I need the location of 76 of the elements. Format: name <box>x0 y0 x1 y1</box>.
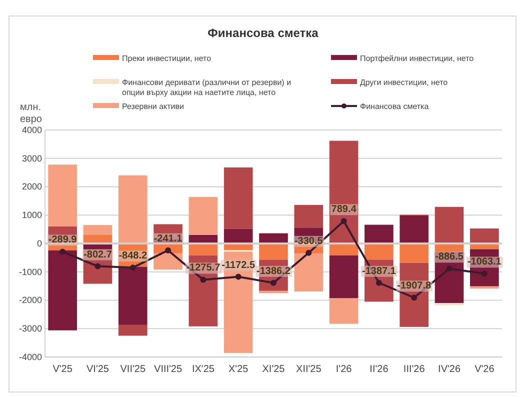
bar <box>118 175 148 244</box>
x-tick-label: VI'25 <box>86 364 110 376</box>
bar <box>118 266 148 325</box>
legend-label: Финансова сметка <box>360 102 430 111</box>
point <box>60 248 66 255</box>
y-axis-title: млн. евро <box>20 102 42 125</box>
point <box>306 250 312 256</box>
x-tick-label: V'25 <box>52 364 73 376</box>
chart-title: Финансова сметка <box>208 26 319 40</box>
point <box>481 270 488 277</box>
data-label: -1387.1 <box>362 266 396 277</box>
x-tick-label: II'26 <box>370 364 389 376</box>
bar <box>329 298 358 324</box>
bar <box>294 253 324 292</box>
bar <box>400 215 429 244</box>
x-tick-label: VIII'25 <box>154 364 182 376</box>
x-tick-label: IX'25 <box>192 364 215 376</box>
bar <box>329 244 358 256</box>
x-tick-label: V'26 <box>474 364 495 376</box>
bar <box>329 140 358 244</box>
bar <box>188 244 218 256</box>
legend-label: Резервни активи <box>122 102 184 111</box>
bar <box>224 252 253 354</box>
data-label: -1172.5 <box>222 260 256 271</box>
data-label: -802.7 <box>84 249 112 260</box>
x-tick-label: I'26 <box>336 364 352 376</box>
bar <box>364 224 394 244</box>
point <box>411 294 418 301</box>
y-tick-label: -2000 <box>18 295 42 306</box>
bar <box>294 204 324 228</box>
y-tick-label: -1000 <box>18 266 42 277</box>
y-tick-label: 1000 <box>22 210 42 220</box>
bar <box>188 196 218 235</box>
x-tick-label: IV'26 <box>438 364 461 376</box>
legend-label: Други инвестиции, нето <box>360 78 448 87</box>
bar <box>329 255 358 298</box>
legend-label: Портфейлни инвестиции, нето <box>360 54 474 63</box>
legend-label: Преки инвестиции, нето <box>122 54 212 63</box>
bar <box>48 164 77 226</box>
bar <box>224 167 253 229</box>
data-label: -848.2 <box>118 250 148 262</box>
y-tick-label: 4000 <box>22 124 42 135</box>
x-tick-label: XII'25 <box>296 364 322 376</box>
y-tick-label: 0 <box>36 238 42 248</box>
data-label: -886.5 <box>435 252 464 263</box>
point <box>165 247 172 254</box>
y-tick-label: 2000 <box>22 182 42 192</box>
point <box>340 218 347 224</box>
y-tick-label: -3000 <box>18 324 42 334</box>
point <box>130 264 136 271</box>
bar <box>470 228 499 244</box>
data-label: -241.1 <box>154 233 183 244</box>
legend-label: Финансови деривати (различни от резерви) и опции върху акции на наетите лица, нето <box>122 78 294 97</box>
x-tick-label: III'26 <box>403 364 426 376</box>
bar <box>400 244 429 263</box>
y-tick-label: 3000 <box>22 153 42 164</box>
point <box>270 280 276 286</box>
data-label: -289.9 <box>48 234 78 246</box>
bar <box>83 225 112 235</box>
bar <box>118 324 148 336</box>
point <box>376 280 382 286</box>
bar <box>259 244 288 260</box>
point <box>200 276 206 283</box>
point <box>235 274 242 280</box>
bar <box>224 228 253 244</box>
bar <box>364 244 394 260</box>
data-label: 789.4 <box>331 204 357 216</box>
y-tick-label: -4000 <box>18 352 42 362</box>
bar <box>434 206 464 244</box>
x-tick-label: VII'25 <box>120 364 146 376</box>
point <box>446 266 452 272</box>
data-label: -1386.2 <box>256 266 291 277</box>
bar <box>48 250 77 330</box>
x-tick-label: X'25 <box>228 364 249 376</box>
x-tick-label: XI'25 <box>262 364 286 376</box>
point <box>94 263 101 270</box>
